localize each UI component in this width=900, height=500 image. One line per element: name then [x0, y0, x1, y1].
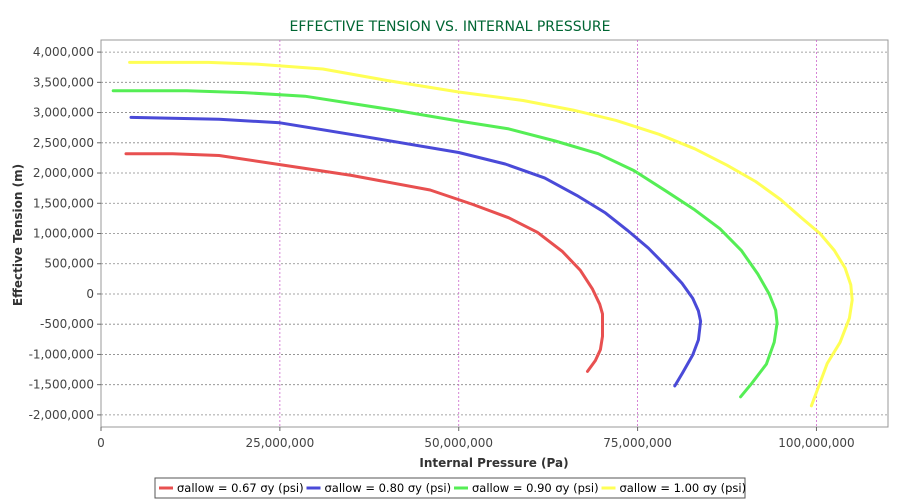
legend-box	[154, 477, 746, 499]
x-tick-label: 25,000,000	[246, 436, 315, 450]
y-tick-label: 3,500,000	[33, 75, 94, 89]
y-axis-label: Effective Tension (m)	[11, 164, 25, 306]
chart-title: EFFECTIVE TENSION VS. INTERNAL PRESSURE	[290, 19, 611, 35]
legend: σallow = 0.67 σy (psi) σallow = 0.80 σy (…	[154, 477, 747, 499]
legend-label: σallow = 0.90 σy (psi)	[472, 481, 599, 495]
x-tick-label: 100,000,000	[778, 436, 854, 450]
legend-label: σallow = 0.80 σy (psi)	[325, 481, 452, 495]
legend-label: σallow = 0.67 σy (psi)	[177, 481, 304, 495]
series-line-2	[129, 115, 703, 388]
y-tick-label: 500,000	[44, 257, 94, 271]
grid	[101, 40, 888, 427]
y-tick-label: -2,000,000	[29, 408, 94, 422]
x-axis-label: Internal Pressure (Pa)	[419, 456, 568, 470]
y-tick-label: 1,500,000	[33, 196, 94, 210]
series-line-1	[124, 152, 604, 373]
x-tick-label: 0	[97, 436, 105, 450]
y-tick-label: 3,000,000	[33, 106, 94, 120]
y-tick-label: 2,500,000	[33, 136, 94, 150]
axes: 4,000,000 3,500,000 3,000,000 2,500,000 2,00…	[29, 45, 855, 450]
y-tick-label: 0	[86, 287, 94, 301]
y-tick-label: -1,000,000	[29, 347, 94, 361]
y-tick-label: -1,500,000	[29, 378, 94, 392]
y-tick-label: 4,000,000	[33, 45, 94, 59]
legend-label: σallow = 1.00 σy (psi)	[620, 481, 747, 495]
y-tick-label: -500,000	[40, 317, 94, 331]
series-line-4	[128, 60, 854, 408]
x-tick-label: 50,000,000	[424, 436, 493, 450]
series-line-3	[111, 89, 779, 399]
series-group	[111, 60, 854, 408]
x-tick-label: 75,000,000	[603, 436, 672, 450]
y-tick-label: 2,000,000	[33, 166, 94, 180]
y-tick-label: 1,000,000	[33, 227, 94, 241]
